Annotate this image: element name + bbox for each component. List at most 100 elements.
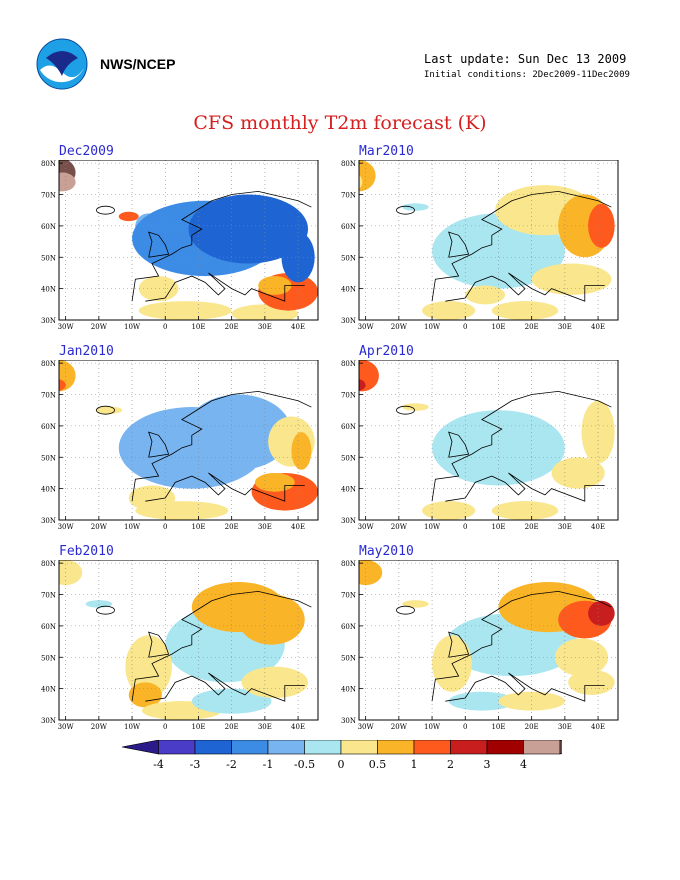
lon-tick-label: 30E (558, 323, 572, 331)
lat-tick-label: 60N (341, 223, 356, 231)
lon-tick-label: 0 (463, 723, 467, 731)
lon-tick-label: 10W (124, 723, 141, 731)
lon-tick-label: 20W (91, 523, 108, 531)
lon-tick-label: 20W (391, 323, 408, 331)
lon-tick-label: 20W (91, 723, 108, 731)
anomaly-region (138, 301, 232, 320)
lat-tick-label: 40N (341, 286, 356, 294)
panel-title-jan2010: Jan2010 (59, 344, 114, 359)
anomaly-region (551, 457, 605, 489)
lon-tick-label: 30W (58, 523, 75, 531)
anomaly-region (359, 174, 363, 189)
lon-tick-label: 30E (258, 723, 272, 731)
lon-tick-label: 30E (258, 523, 272, 531)
anomaly-region (359, 379, 366, 392)
anomaly-region (402, 203, 429, 211)
anomaly-region (135, 501, 229, 520)
lat-tick-label: 70N (41, 192, 56, 200)
lon-tick-label: 40E (591, 323, 605, 331)
lon-tick-label: 20E (225, 723, 239, 731)
anomaly-region (402, 600, 429, 608)
anomaly-region (238, 594, 305, 645)
colorbar-label: 4 (520, 758, 527, 771)
colorbar-label: -1 (263, 758, 274, 771)
lat-tick-label: 30N (41, 317, 56, 325)
anomaly-region (588, 600, 615, 626)
lat-tick-label: 60N (341, 623, 356, 631)
lat-tick-label: 70N (341, 392, 356, 400)
colorbar-swatch (377, 740, 415, 755)
lat-tick-label: 30N (41, 717, 56, 725)
colorbar-swatch (267, 740, 305, 755)
panel-title-dec2009: Dec2009 (59, 144, 114, 159)
lon-tick-label: 40E (291, 723, 305, 731)
lon-tick-label: 30E (558, 523, 572, 531)
agency-label: NWS/NCEP (100, 56, 176, 72)
anomaly-region (588, 203, 615, 248)
anomaly-region (188, 194, 309, 264)
lat-tick-label: 60N (341, 423, 356, 431)
lat-tick-label: 50N (341, 654, 356, 662)
lon-tick-label: 10W (424, 523, 441, 531)
lon-tick-label: 10E (491, 523, 505, 531)
lon-tick-label: 20E (225, 323, 239, 331)
colorbar-label: 0 (338, 758, 345, 771)
lat-tick-label: 40N (41, 286, 56, 294)
lat-tick-label: 80N (41, 160, 56, 168)
colorbar-swatch (523, 740, 561, 755)
colorbar-swatch (486, 740, 524, 755)
lon-tick-label: 30W (358, 323, 375, 331)
anomaly-region (359, 160, 376, 192)
anomaly-region (422, 301, 476, 320)
colorbar-label: -2 (226, 758, 237, 771)
anomaly-region (422, 501, 476, 520)
initial-conditions-text: Initial conditions: 2Dec2009-11Dec2009 (424, 70, 630, 80)
lat-tick-label: 60N (41, 423, 56, 431)
colorbar-swatch (559, 740, 562, 755)
anomaly-region (138, 276, 179, 302)
lat-tick-label: 80N (341, 160, 356, 168)
page-title: CFS monthly T2m forecast (K) (193, 112, 487, 134)
lon-tick-label: 10E (191, 523, 205, 531)
colorbar-swatch (231, 740, 269, 755)
lon-tick-label: 0 (463, 523, 467, 531)
lon-tick-label: 0 (163, 323, 167, 331)
lat-tick-label: 80N (41, 560, 56, 568)
lon-tick-label: 40E (291, 523, 305, 531)
lat-tick-label: 30N (341, 717, 356, 725)
anomaly-region (59, 560, 83, 586)
colorbar-swatch (121, 740, 159, 755)
panel-title-apr2010: Apr2010 (359, 344, 414, 359)
lat-tick-label: 40N (341, 486, 356, 494)
lon-tick-label: 10E (491, 323, 505, 331)
panel-title-feb2010: Feb2010 (59, 544, 114, 559)
lat-tick-label: 80N (41, 360, 56, 368)
colorbar-label: -3 (190, 758, 201, 771)
lat-tick-label: 50N (41, 654, 56, 662)
colorbar-label: 1 (411, 758, 418, 771)
colorbar-swatch (450, 740, 488, 755)
lon-tick-label: 30W (58, 323, 75, 331)
lon-tick-label: 10E (191, 323, 205, 331)
lat-tick-label: 50N (41, 454, 56, 462)
anomaly-region (291, 432, 312, 470)
lon-tick-label: 10W (124, 323, 141, 331)
anomaly-region (128, 682, 162, 708)
lon-tick-label: 20E (525, 723, 539, 731)
lon-tick-label: 10W (424, 723, 441, 731)
lat-tick-label: 40N (41, 486, 56, 494)
noaa-logo-icon (36, 38, 88, 90)
anomaly-region (59, 379, 66, 392)
colorbar-swatch (158, 740, 196, 755)
lon-tick-label: 20W (391, 523, 408, 531)
lat-tick-label: 40N (41, 686, 56, 694)
lat-tick-label: 50N (41, 254, 56, 262)
lon-tick-label: 40E (591, 723, 605, 731)
lat-tick-label: 60N (41, 623, 56, 631)
anomaly-region (281, 232, 315, 283)
lat-tick-label: 70N (41, 392, 56, 400)
